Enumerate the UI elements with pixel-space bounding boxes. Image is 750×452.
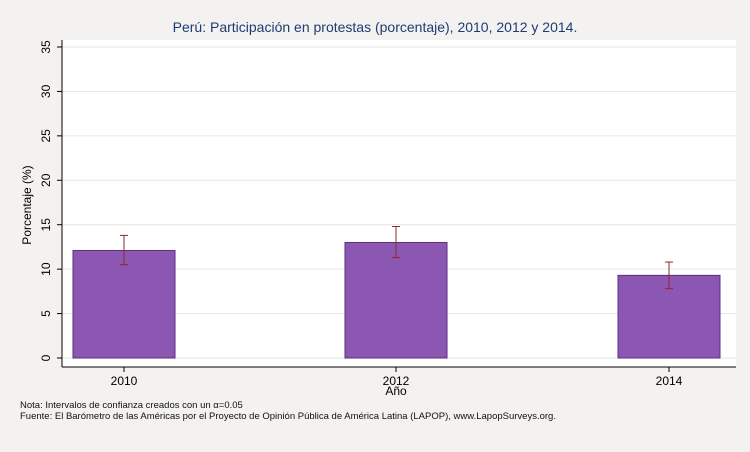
- y-tick-label: 20: [39, 173, 53, 187]
- x-tick-label-2012: 2012: [383, 374, 410, 388]
- note-line: Nota: Intervalos de confianza creados co…: [20, 400, 243, 411]
- y-tick-label: 5: [39, 310, 53, 317]
- y-tick-label: 15: [39, 218, 53, 232]
- bar-chart: Perú: Participación en protestas (porcen…: [20, 19, 736, 398]
- chart-title: Perú: Participación en protestas (porcen…: [173, 19, 578, 35]
- x-tick-label-2010: 2010: [111, 374, 138, 388]
- y-tick-label: 25: [39, 129, 53, 143]
- x-tick-label-2014: 2014: [656, 374, 683, 388]
- y-tick-label: 0: [39, 354, 53, 361]
- x-axis-label: Año: [385, 384, 407, 398]
- y-tick-label: 30: [39, 84, 53, 98]
- y-axis-label: Porcentaje (%): [20, 165, 34, 244]
- plot-area: 0 5 10 15 20 25 30 35 2010 2012 2014: [39, 40, 736, 388]
- notes: Nota: Intervalos de confianza creados co…: [20, 400, 556, 422]
- bar-2012: [344, 241, 448, 359]
- bar-2010: [72, 249, 176, 359]
- y-tick-label: 10: [39, 262, 53, 276]
- y-tick-label: 35: [39, 40, 53, 54]
- source-line: Fuente: El Barómetro de las Américas por…: [20, 411, 556, 422]
